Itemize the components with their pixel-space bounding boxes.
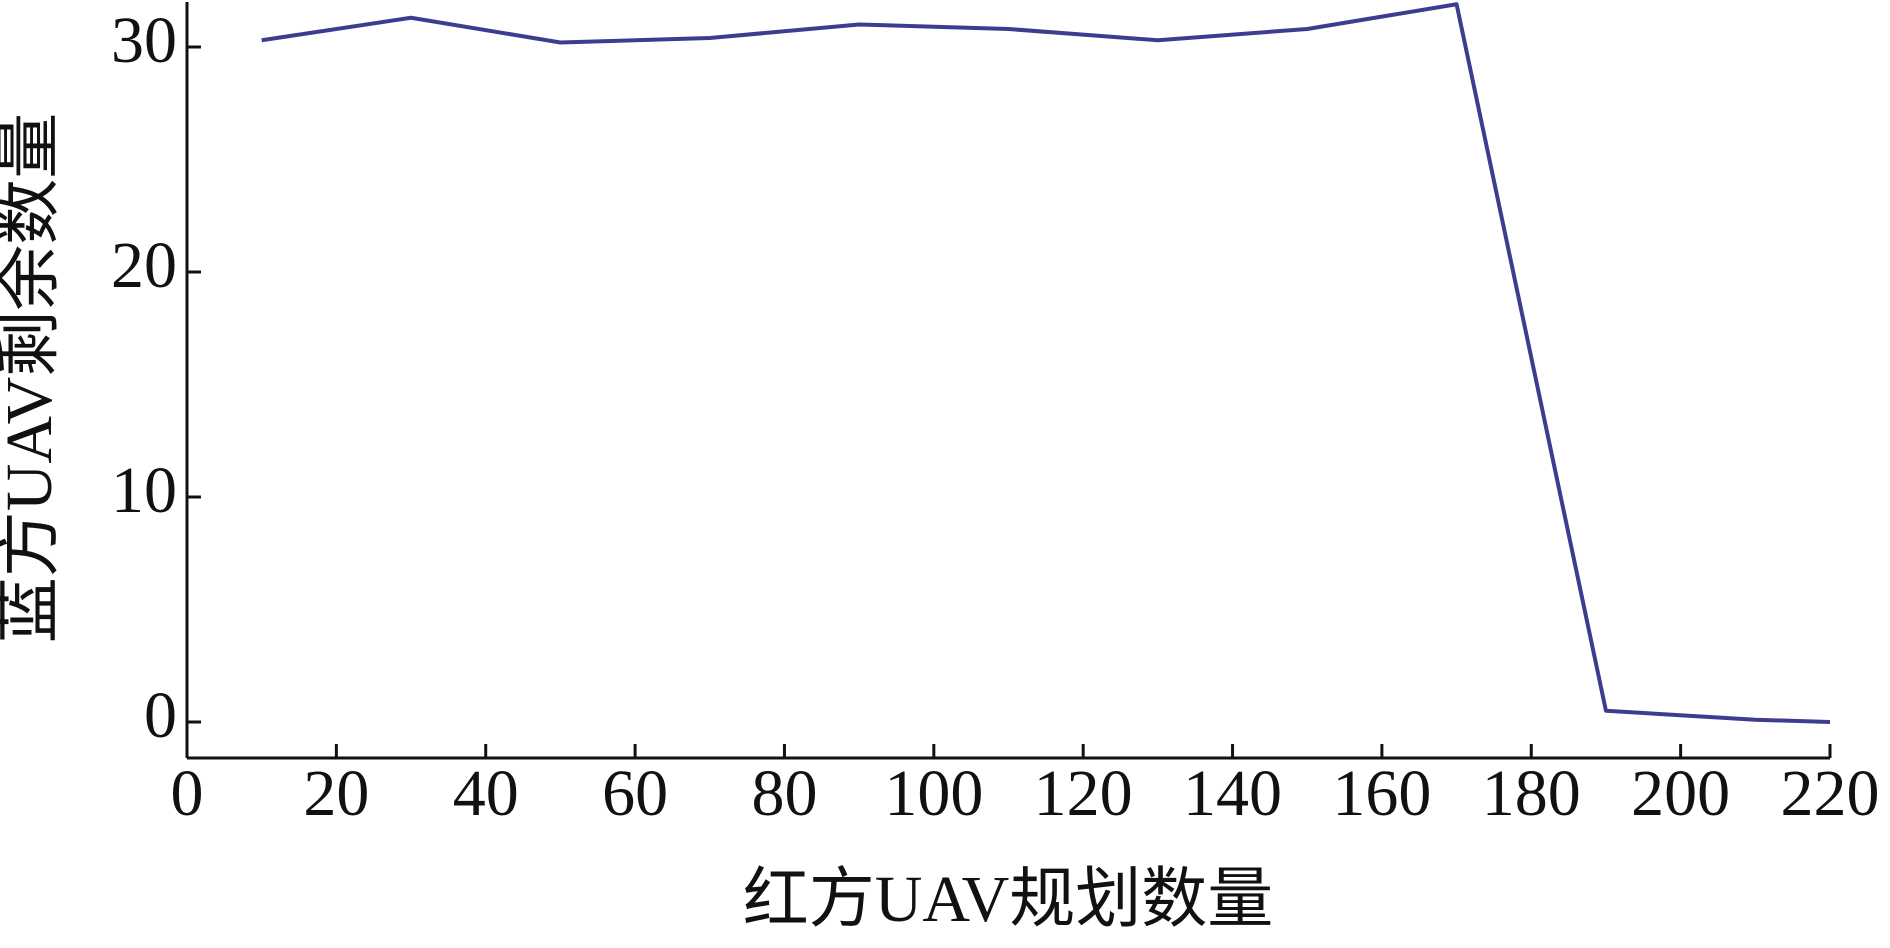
data-line (261, 2, 1831, 724)
x-tick-label: 220 (1781, 757, 1880, 830)
y-tick-label: 30 (111, 4, 177, 77)
x-tick-label: 60 (602, 757, 668, 830)
y-axis-label: 蓝方UAV剩余数量 (0, 113, 66, 643)
x-tick-label: 140 (1183, 757, 1282, 830)
x-tick-label: 160 (1332, 757, 1431, 830)
y-tick-label: 20 (111, 229, 177, 302)
x-axis-label: 红方UAV规划数量 (743, 863, 1273, 936)
x-tick-label: 20 (303, 757, 369, 830)
x-tick-label: 100 (884, 757, 983, 830)
x-tick-label: 200 (1631, 757, 1730, 830)
x-tick-label: 120 (1034, 757, 1133, 830)
x-tick-label: 0 (171, 757, 204, 830)
y-tick-label: 0 (144, 679, 177, 752)
y-tick-label: 10 (111, 454, 177, 527)
x-tick-label: 40 (453, 757, 519, 830)
x-tick-label: 180 (1482, 757, 1581, 830)
x-tick-label: 80 (751, 757, 817, 830)
